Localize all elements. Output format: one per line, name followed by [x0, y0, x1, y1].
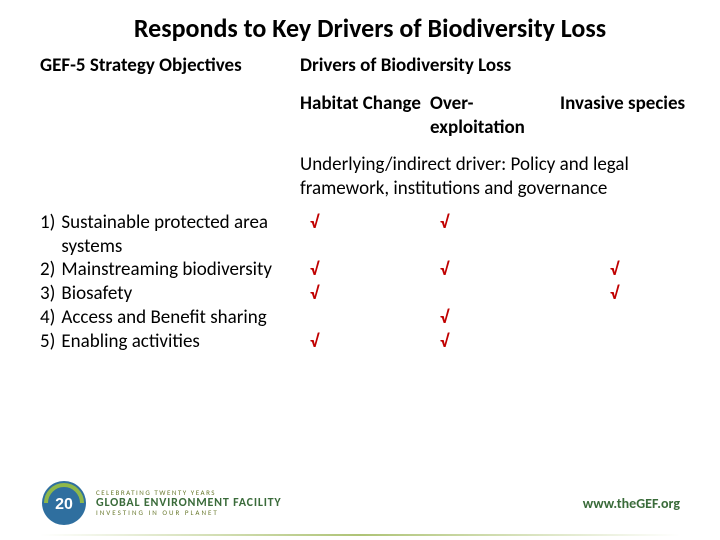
objective-text: Enabling activities — [61, 330, 300, 354]
check-mark: √ — [560, 258, 690, 282]
objective-text: Sustainable protected area systems — [61, 211, 300, 259]
slide: Responds to Key Drivers of Biodiversity … — [0, 0, 720, 540]
logo-text-block: CELEBRATING TWENTY YEARS GLOBAL ENVIRONM… — [96, 489, 281, 516]
slide-title: Responds to Key Drivers of Biodiversity … — [40, 12, 680, 44]
objective-number: 4) — [40, 306, 55, 330]
check-mark: √ — [430, 211, 560, 259]
empty-cell — [560, 306, 690, 330]
badge-number: 20 — [55, 496, 73, 513]
objective-number: 3) — [40, 282, 55, 306]
objective-number: 5) — [40, 330, 55, 354]
check-mark: √ — [300, 282, 430, 306]
objective-row: 5) Enabling activities — [40, 330, 300, 354]
underlying-driver-text: Underlying/indirect driver: Policy and l… — [300, 139, 690, 211]
empty-cell — [560, 330, 690, 354]
objective-number: 2) — [40, 258, 55, 282]
footer-url: www.theGEF.org — [583, 495, 680, 512]
check-mark: √ — [430, 306, 560, 330]
check-mark: √ — [560, 282, 690, 306]
objective-row: 3) Biosafety — [40, 282, 300, 306]
content-grid: GEF-5 Strategy Objectives Drivers of Bio… — [40, 54, 680, 353]
empty-cell — [430, 282, 560, 306]
footer: 20 CELEBRATING TWENTY YEARS GLOBAL ENVIR… — [0, 474, 720, 532]
objective-number: 1) — [40, 211, 55, 259]
logo-tag: INVESTING IN OUR PLANET — [96, 509, 281, 516]
gef-logo: 20 CELEBRATING TWENTY YEARS GLOBAL ENVIR… — [40, 479, 281, 527]
subheader-habitat: Habitat Change — [300, 78, 430, 140]
check-mark: √ — [430, 330, 560, 354]
footer-divider — [40, 534, 680, 536]
objective-row: 4) Access and Benefit sharing — [40, 306, 300, 330]
check-mark: √ — [300, 258, 430, 282]
objective-text: Access and Benefit sharing — [61, 306, 300, 330]
empty-cell — [300, 306, 430, 330]
subheader-invasive: Invasive species — [560, 78, 690, 140]
objective-row: 1) Sustainable protected area systems — [40, 211, 300, 259]
check-mark: √ — [300, 330, 430, 354]
objective-text: Biosafety — [61, 282, 300, 306]
objective-text: Mainstreaming biodiversity — [61, 258, 300, 282]
objective-row: 2) Mainstreaming biodiversity — [40, 258, 300, 282]
header-objectives: GEF-5 Strategy Objectives — [40, 54, 300, 78]
logo-badge-icon: 20 — [40, 479, 88, 527]
check-mark: √ — [300, 211, 430, 259]
empty-cell — [560, 211, 690, 259]
header-drivers: Drivers of Biodiversity Loss — [300, 54, 690, 78]
check-mark: √ — [430, 258, 560, 282]
subheader-overexploitation: Over-exploitation — [430, 78, 560, 140]
